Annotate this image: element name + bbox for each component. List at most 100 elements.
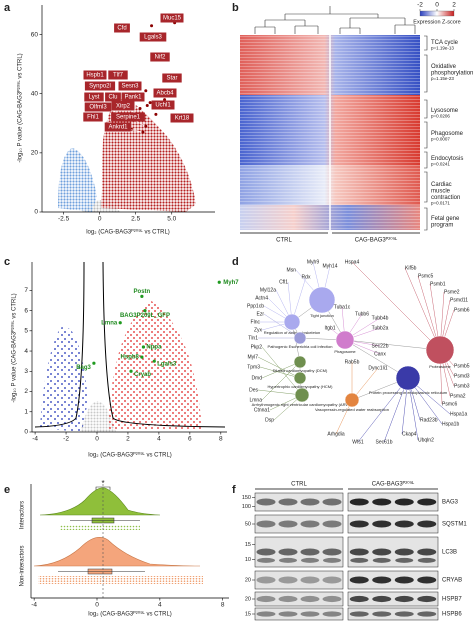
x-axis-label: log₂ (CAG-BAG3ᴾ²⁰⁹ᴸ vs CTRL) <box>86 229 170 236</box>
gene-label: Lmna <box>249 397 262 403</box>
pathway-label: Fetal gene program <box>431 216 461 229</box>
gene-label: Cfl1 <box>279 279 288 285</box>
gene-label: Star <box>166 76 177 82</box>
gene-label-box <box>162 73 182 83</box>
gene-label: Tlf7 <box>113 73 124 79</box>
gene-point <box>140 294 144 299</box>
y-tick-label: 60 <box>31 31 39 38</box>
pathway-label: Lysosome <box>431 108 459 114</box>
gene-label: Myh14 <box>322 263 337 269</box>
gene-point <box>217 280 221 284</box>
gene-label-box <box>111 101 135 111</box>
blot-band <box>300 520 320 528</box>
blot-band <box>322 520 342 528</box>
gene-label-box <box>153 88 177 98</box>
gene-label: Fhl1 <box>87 115 99 121</box>
gene-label: Myl7 <box>247 354 258 360</box>
blot-band <box>278 576 298 584</box>
gene-label: Nif2 <box>155 55 166 61</box>
gene-label: Cryab <box>134 372 151 378</box>
gene-label: Rad23b <box>420 417 438 423</box>
bracket <box>424 121 428 149</box>
panel-letter: f <box>232 484 236 496</box>
blot-band <box>278 520 298 528</box>
edge <box>263 313 301 339</box>
hub-link <box>344 339 441 351</box>
blot-band <box>372 576 392 584</box>
panel-letter: d <box>232 256 239 268</box>
x-axis-label: log₂ (CAG-BAG3ᴾ²⁰⁹ᴸ vs CTRL) <box>88 611 172 618</box>
bracket <box>424 35 428 51</box>
x-tick-label: 2 <box>126 436 130 443</box>
gene-point <box>154 112 158 116</box>
gene-label: Itgb1 <box>324 325 335 331</box>
gene-point <box>144 124 148 128</box>
pathway-label: Pathogenic Escherichia coli infection <box>268 344 333 349</box>
gene-label: Kif5b <box>405 265 417 271</box>
blot-band <box>349 498 369 506</box>
gene-label: Tuba1c <box>334 304 351 310</box>
gene-label: Tubb6 <box>355 311 369 317</box>
gene-label: Pkp2 <box>251 344 263 350</box>
protein-label: CRYAB <box>442 578 462 584</box>
gene-label: Flnc <box>251 319 261 325</box>
colorbar-tick-label: 2 <box>452 2 456 9</box>
blot-band <box>301 557 319 563</box>
gene-label: Dync1li1 <box>368 365 387 371</box>
pathway-node <box>344 392 360 408</box>
blot-strip <box>347 514 439 534</box>
pathway-label: Phagosome <box>334 349 356 354</box>
y-axis-label: -log₁₀ P value (CAG-BAG3ᴾ²⁰⁹ᴸ vs CTRL) <box>11 293 18 402</box>
blot-strip <box>347 570 439 590</box>
blot-band <box>256 548 276 556</box>
blot-band <box>256 520 276 528</box>
size-marker: 100 <box>242 504 251 510</box>
blot-band <box>394 520 414 528</box>
x-tick-label: -2.5 <box>58 216 70 223</box>
group-label: CAG-BAG3ᴾ²⁰⁹ᴸ <box>355 237 398 244</box>
gene-label: Ctnna1 <box>254 407 270 413</box>
y-tick-label: 3 <box>24 368 28 375</box>
gene-label: Canx <box>374 351 386 357</box>
p-value: p=0.0171 <box>431 201 450 206</box>
y-tick-label: 0 <box>34 209 38 216</box>
pathway-node <box>283 313 301 331</box>
gene-label-box <box>121 92 145 102</box>
gene-label: Ubqln2 <box>418 437 434 443</box>
gene-label: Psma2 <box>450 393 466 399</box>
gene-label-box <box>139 32 167 42</box>
gene-label: Psmc5 <box>418 273 434 279</box>
x-tick-label: 4 <box>158 602 162 609</box>
blot-band <box>372 520 392 528</box>
gene-label: Synpo2l <box>89 84 111 90</box>
edge <box>351 261 441 351</box>
y-tick-label: 2 <box>24 388 28 395</box>
edge <box>261 346 303 396</box>
size-marker: 150 <box>242 495 251 501</box>
blot-band <box>417 520 437 528</box>
gene-label: Lyst <box>89 95 100 101</box>
blot-band <box>372 611 392 617</box>
x-tick-label: 2.5 <box>131 216 140 223</box>
panel-letter: e <box>4 484 10 496</box>
group-label: CAG-BAG3ᴾ²⁰⁹ᴸ <box>372 481 415 488</box>
gene-label: Psmb6 <box>454 307 470 313</box>
gene-label: Rdx <box>302 274 311 280</box>
gene-label: Hspa4 <box>345 259 360 265</box>
group-label: CTRL <box>276 238 292 244</box>
blot-band <box>372 548 392 556</box>
gene-label: Sec61b <box>376 439 393 445</box>
gene-label: Abcb4 <box>156 91 174 97</box>
gene-label: Psmb1 <box>430 281 446 287</box>
gene-label: Ckap4 <box>402 431 417 437</box>
blot-band <box>322 576 342 584</box>
panel-letter: c <box>4 256 10 268</box>
x-tick-label: -2 <box>63 436 69 443</box>
gene-label-box <box>83 70 107 80</box>
protein-label: HSPB7 <box>442 597 462 603</box>
y-tick-label: 5 <box>24 328 28 335</box>
blot-band <box>300 611 320 617</box>
bracket <box>424 99 428 119</box>
gene-point <box>92 361 96 365</box>
gene-label: Bag3 <box>76 365 91 371</box>
